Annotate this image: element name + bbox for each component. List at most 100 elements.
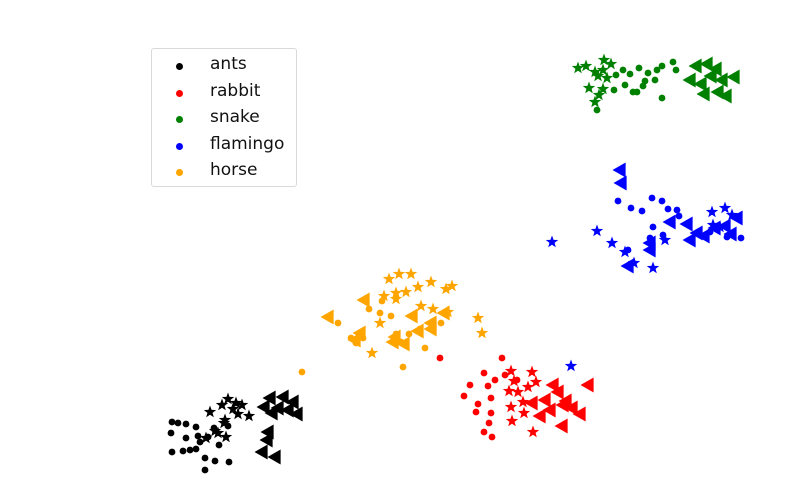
rabbit-star-point: [529, 375, 543, 388]
snake-star-point: [588, 65, 602, 78]
horse-circle-point: [378, 297, 386, 305]
flamingo-circle-point: [638, 207, 646, 215]
flamingo-triangle-point: [729, 210, 743, 226]
flamingo-triangle-point: [613, 175, 627, 191]
snake-circle-point: [612, 71, 620, 79]
ants-triangle-point: [285, 394, 299, 410]
horse-star-point: [404, 267, 418, 280]
ants-circle-point: [182, 434, 190, 442]
ants-circle-point: [211, 457, 219, 465]
horse-circle-point: [421, 344, 429, 352]
flamingo-star-point: [658, 233, 672, 246]
snake-triangle-point: [682, 72, 696, 88]
legend-item-ants: ants: [152, 53, 296, 80]
snake-circle-point: [621, 81, 629, 89]
rabbit-triangle-point: [537, 392, 551, 408]
snake-star-point: [571, 61, 585, 74]
rabbit-triangle-point: [564, 400, 578, 416]
horse-circle-point: [405, 330, 413, 338]
snake-triangle-point: [693, 76, 707, 92]
ants-star-point: [208, 424, 222, 437]
flamingo-triangle-point: [707, 220, 721, 236]
horse-star-point: [392, 267, 406, 280]
snake-circle-point: [651, 76, 659, 84]
flamingo-star-point: [545, 235, 559, 248]
flamingo-triangle-point: [612, 162, 626, 178]
horse-triangle-point: [423, 321, 437, 337]
ants-triangle-point: [264, 405, 278, 421]
snake-circle-point: [644, 69, 652, 77]
horse-star-point: [382, 272, 396, 285]
horse-circle-point: [334, 319, 342, 327]
snake-star-point: [600, 71, 614, 84]
rabbit-triangle-point: [545, 377, 559, 393]
ants-circle-point: [167, 429, 175, 437]
horse-star-point: [389, 286, 403, 299]
ants-circle-point: [225, 458, 233, 466]
ants-triangle-point: [275, 389, 289, 405]
horse-triangle-point: [347, 332, 361, 348]
horse-circle-point: [437, 319, 445, 327]
legend-label-rabbit: rabbit: [210, 80, 261, 101]
horse-star-point: [471, 311, 485, 324]
horse-star-point: [389, 292, 403, 305]
horse-star-point: [445, 279, 459, 292]
rabbit-star-point: [504, 364, 518, 377]
ants-triangle-point: [254, 444, 268, 460]
snake-circle-point: [658, 94, 666, 102]
flamingo-triangle-point: [662, 214, 676, 230]
rabbit-circle-point: [466, 381, 474, 389]
snake-circle-point: [669, 58, 677, 66]
flamingo-triangle-point: [679, 216, 693, 232]
rabbit-circle-point: [474, 400, 482, 408]
legend-item-flamingo: flamingo: [152, 133, 296, 160]
flamingo-star-point: [646, 261, 660, 274]
snake-triangle-point: [726, 69, 740, 85]
horse-triangle-point: [436, 305, 450, 321]
legend-label-ants: ants: [210, 54, 247, 74]
snake-circle-point: [610, 86, 618, 94]
ants-circle-point: [182, 420, 190, 428]
rabbit-circle-point: [487, 394, 495, 402]
ants-star-point: [226, 402, 240, 415]
rabbit-circle-point: [484, 382, 492, 390]
flamingo-star-point: [564, 359, 578, 372]
rabbit-star-point: [516, 395, 530, 408]
rabbit-circle-point: [488, 433, 496, 441]
horse-star-point: [414, 299, 428, 312]
snake-star-point: [597, 53, 611, 66]
rabbit-circle-point: [472, 408, 480, 416]
snake-star-point: [592, 88, 606, 101]
flamingo-star-point: [590, 224, 604, 237]
rabbit-star-point: [504, 400, 518, 413]
flamingo-circle-point: [737, 234, 745, 242]
ants-star-point: [199, 431, 213, 444]
ants-circle-point: [174, 419, 182, 427]
horse-circle-point: [298, 368, 306, 376]
flamingo-star-point: [618, 245, 632, 258]
ants-circle-point: [168, 448, 176, 456]
rabbit-circle-point: [436, 354, 444, 362]
ants-star-point: [217, 416, 231, 429]
rabbit-circle-point: [485, 419, 493, 427]
flamingo-circle-point: [673, 206, 681, 214]
snake-triangle-point: [688, 58, 702, 74]
rabbit-circle-point: [460, 392, 468, 400]
series-rabbit: [436, 354, 594, 441]
legend-item-rabbit: rabbit: [152, 80, 296, 107]
flamingo-star-point: [627, 256, 641, 269]
legend: ants rabbit snake flamingo horse: [151, 48, 297, 187]
ants-triangle-point: [256, 399, 270, 415]
horse-circle-point: [387, 312, 395, 320]
series-ants: [167, 389, 303, 474]
horse-star-point: [411, 280, 425, 293]
rabbit-circle-point: [480, 428, 488, 436]
ants-star-point: [219, 430, 233, 443]
snake-star-point: [582, 81, 596, 94]
flamingo-circle-point: [658, 197, 666, 205]
flamingo-star-point: [705, 205, 719, 218]
snake-triangle-point: [703, 68, 717, 84]
series-flamingo: [545, 162, 745, 372]
snake-circle-point: [672, 66, 680, 74]
